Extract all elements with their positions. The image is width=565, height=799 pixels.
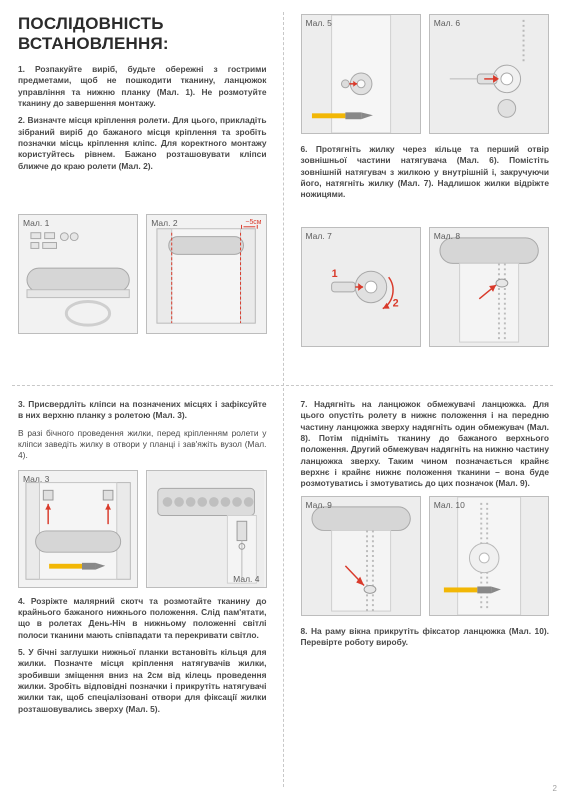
figure-8-label: Мал. 8 (434, 231, 460, 241)
figure-1: Мал. 1 (18, 214, 138, 334)
svg-text:1: 1 (331, 268, 337, 280)
step-5: 5. У бічні заглушки нижньої планки встан… (18, 647, 267, 715)
step-3: 3. Присвердліть кліпси на позначених міс… (18, 399, 267, 422)
quadrant-1: ПОСЛІДОВНІСТЬ ВСТАНОВЛЕННЯ: 1. Розпакуйт… (0, 0, 283, 385)
figure-5-label: Мал. 5 (306, 18, 332, 28)
figure-10: Мал. 10 (429, 496, 549, 616)
step-2: 2. Визначте місця кріплення ролети. Для … (18, 115, 267, 172)
figure-8: Мал. 8 (429, 227, 549, 347)
figure-3-label: Мал. 3 (23, 474, 49, 484)
step-8: 8. На раму вікна прикрутіть фіксатор лан… (301, 626, 550, 649)
figure-6: Мал. 6 (429, 14, 549, 134)
figure-6-label: Мал. 6 (434, 18, 460, 28)
page-title: ПОСЛІДОВНІСТЬ ВСТАНОВЛЕННЯ: (18, 14, 267, 54)
step-1: 1. Розпакуйте виріб, будьте обережні з г… (18, 64, 267, 109)
figure-7: Мал. 7 1 2 (301, 227, 421, 347)
step-7: 7. Надягніть на ланцюжок обмежувачі ланц… (301, 399, 550, 490)
figure-10-label: Мал. 10 (434, 500, 465, 510)
figure-2-label: Мал. 2 (151, 218, 177, 228)
step-4: 4. Розріжте малярний скотч та розмотайте… (18, 596, 267, 641)
figure-4: Мал. 4 (146, 470, 266, 588)
figure-7-label: Мал. 7 (306, 231, 332, 241)
svg-text:2: 2 (392, 297, 398, 309)
figure-9-label: Мал. 9 (306, 500, 332, 510)
step-6: 6. Протягніть жилку через кільце та перш… (301, 144, 550, 201)
quadrant-2: Мал. 5 Мал. 6 (283, 0, 565, 385)
quadrant-3: 3. Присвердліть кліпси на позначених міс… (0, 385, 283, 799)
quadrant-4: 7. Надягніть на ланцюжок обмежувачі ланц… (283, 385, 565, 799)
page-number: 2 (553, 784, 557, 793)
figure-4-label: Мал. 4 (233, 574, 259, 584)
figure-1-label: Мал. 1 (23, 218, 49, 228)
figure-2: Мал. 2 ~5см (146, 214, 266, 334)
step-3b: В разі бічного проведення жилки, перед к… (18, 428, 267, 462)
figure-2-dim: ~5см (246, 219, 262, 226)
figure-9: Мал. 9 (301, 496, 421, 616)
figure-3: Мал. 3 (18, 470, 138, 588)
figure-5: Мал. 5 (301, 14, 421, 134)
